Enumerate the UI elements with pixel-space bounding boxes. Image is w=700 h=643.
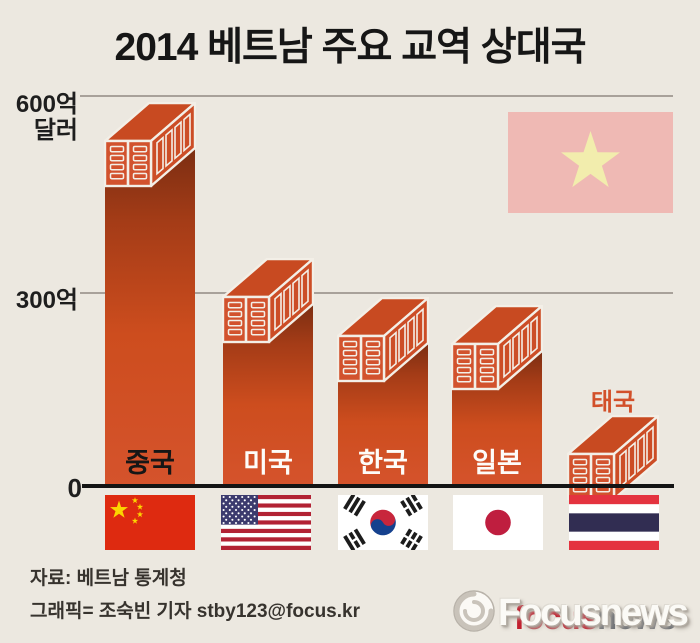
bar-label-japan: 일본: [472, 448, 522, 478]
y-axis-label-0: 0: [67, 473, 82, 503]
y-axis-label-600: 600억: [15, 91, 78, 118]
gridline-300: [80, 292, 673, 294]
bar-label-korea: 한국: [358, 448, 408, 478]
logo-front: Focusnews: [452, 589, 689, 638]
credit-text: 그래픽= 조숙빈 기자 stby123@focus.kr: [30, 601, 360, 622]
vietnam-flag-watermark: [508, 112, 673, 213]
page-title: 2014 베트남 주요 교역 상대국: [114, 26, 587, 69]
japan-flag: [453, 495, 543, 550]
korea-flag: [338, 495, 428, 550]
gridline-600: [80, 95, 673, 97]
source-text: 자료: 베트남 통계청: [30, 568, 187, 589]
bar-label-usa: 미국: [243, 448, 293, 478]
container-icon-thailand: [566, 414, 660, 501]
bar-label-thailand: 태국: [590, 389, 636, 416]
logo-back-gray-text: news: [597, 599, 677, 636]
y-axis-label-300: 300억: [15, 287, 78, 314]
usa-flag: [221, 495, 311, 550]
container-icon-china: [103, 101, 197, 188]
container-icon-usa: [221, 257, 315, 344]
china-flag: [105, 495, 195, 550]
container-icon-japan: [450, 304, 544, 391]
logo-back-red-text: focus: [514, 599, 598, 636]
logo-text: Focusnews: [498, 592, 689, 634]
container-icon-korea: [336, 296, 430, 383]
bar-column-china: [105, 149, 195, 486]
y-axis-unit-label: 달러: [33, 117, 78, 144]
baseline-axis: [82, 484, 674, 488]
focusnews-logo: focusnews Focusnews: [452, 589, 698, 641]
bar-label-china: 중국: [125, 448, 175, 478]
logo-watermark-text: focusnews: [514, 599, 677, 637]
thailand-flag: [569, 495, 659, 550]
logo-swirl-icon: [452, 589, 496, 638]
